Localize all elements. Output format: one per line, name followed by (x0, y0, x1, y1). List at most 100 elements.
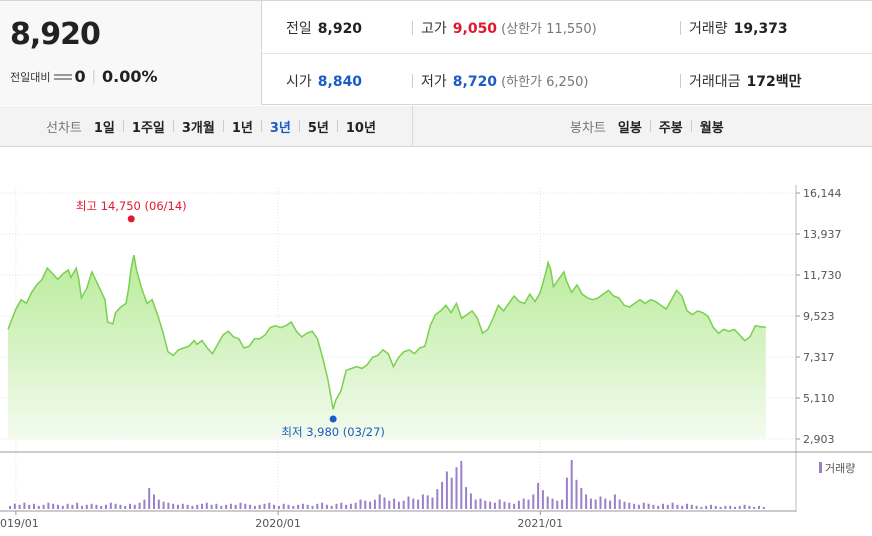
line-chart-tab-list: 1일 1주일 3개월 1년 3년 5년 10년 (94, 117, 376, 136)
volume-bar (220, 505, 223, 509)
volume-bar (13, 503, 16, 509)
volume-bar (469, 493, 472, 509)
low-stat: 저가 8,720 (하한가 6,250) (412, 71, 588, 91)
volume-bar (565, 477, 568, 509)
volume-bar (724, 505, 727, 509)
volume-bar (282, 503, 285, 509)
volume-bar (95, 504, 98, 509)
volume-bar (436, 489, 439, 509)
line-chart-label: 선차트 (46, 120, 82, 136)
candle-chart-tab-list: 일봉 주봉 월봉 (618, 117, 724, 136)
amount-label: 거래대금 (689, 74, 741, 90)
divider (172, 120, 174, 132)
volume-bar (460, 461, 463, 509)
volume-bar (700, 506, 703, 509)
volume-bar (613, 494, 616, 509)
volume-bar (719, 506, 722, 509)
y-tick-label: 7,317 (803, 351, 835, 364)
volume-bar (743, 504, 746, 509)
volume-bar (181, 503, 184, 509)
min-annotation: 최저 3,980 (03/27) (281, 425, 385, 439)
tab-line-5[interactable]: 5년 (307, 120, 329, 136)
x-axis: 2019/01 2020/01 2021/01 (0, 511, 563, 530)
volume-bar (450, 477, 453, 509)
volume-bar (681, 505, 684, 509)
volume-label: 거래량 (689, 21, 728, 37)
tab-candle-0[interactable]: 일봉 (617, 120, 642, 136)
volume-bar (153, 494, 155, 509)
open-stat: 시가 8,840 (286, 71, 362, 91)
volume-bar (556, 500, 559, 509)
volume-bar (753, 506, 756, 509)
volume-bar (589, 498, 592, 509)
volume-bar (196, 504, 199, 509)
volume-bar (157, 499, 160, 509)
volume-bar (143, 499, 146, 509)
volume-bar (671, 502, 674, 509)
volume-bar (66, 503, 69, 509)
volume-bar (652, 504, 655, 509)
tab-line-4[interactable]: 3년 (269, 120, 291, 136)
volume-bar (426, 495, 429, 509)
volume-bar (335, 503, 338, 509)
tab-candle-1[interactable]: 주봉 (658, 120, 683, 136)
volume-bar (455, 467, 458, 509)
volume-bar (133, 504, 136, 509)
volume-bar (378, 494, 381, 509)
volume-bar (503, 501, 506, 509)
divider (649, 120, 651, 132)
volume-bar (364, 500, 367, 509)
volume-bar (244, 503, 247, 509)
volume-bar (441, 481, 444, 509)
volume-bar (532, 494, 535, 509)
volume-bar (575, 479, 578, 509)
flat-icon (54, 73, 73, 80)
volume-bar (628, 502, 631, 509)
tab-line-1[interactable]: 1주일 (131, 120, 165, 136)
volume-bar (239, 502, 242, 509)
volume-bar (445, 471, 448, 509)
volume-bar (662, 503, 664, 509)
volume-bar (493, 502, 496, 509)
y-tick-label: 11,730 (803, 269, 842, 282)
volume-bar (686, 503, 688, 509)
change-row: 전일대비 0 | 0.00% (10, 67, 158, 86)
tab-line-0[interactable]: 1일 (93, 120, 115, 136)
volume-bar (474, 499, 477, 509)
volume-bar (407, 496, 410, 509)
x-tick-label: 2019/01 (0, 517, 39, 530)
volume-bar (705, 505, 708, 509)
tab-candle-2[interactable]: 월봉 (699, 120, 724, 136)
divider (122, 120, 124, 132)
volume-bar (695, 505, 698, 509)
divider (680, 21, 681, 35)
volume-bar (393, 498, 396, 509)
volume-bar (412, 498, 415, 509)
volume-bar (325, 504, 328, 509)
line-chart-tabs: 선차트 1일 1주일 3개월 1년 3년 5년 10년 (46, 106, 376, 146)
volume-bar (421, 494, 424, 509)
volume-bar (417, 499, 420, 509)
volume-bar (431, 497, 434, 509)
tab-line-3[interactable]: 1년 (231, 120, 253, 136)
x-tick-label: 2021/01 (517, 517, 563, 530)
volume-bar (513, 503, 516, 509)
volume-bars (9, 460, 765, 509)
volume-bar (340, 502, 343, 509)
volume-bar (397, 501, 400, 509)
amount-unit: 백만 (775, 74, 802, 90)
tab-line-2[interactable]: 3개월 (181, 120, 215, 136)
high-label: 고가 (421, 21, 447, 37)
volume-stat: 거래량 19,373 (680, 18, 788, 38)
y-tick-label: 16,144 (803, 187, 842, 200)
current-price-box: 8,920 전일대비 0 | 0.00% (0, 1, 262, 105)
volume-bar (748, 505, 751, 509)
volume-bar (498, 499, 501, 509)
divider (262, 53, 872, 54)
volume-value: 19,373 (733, 21, 788, 37)
volume-bar (292, 505, 295, 509)
volume-bar (373, 499, 376, 509)
tab-line-6[interactable]: 10년 (345, 120, 376, 136)
volume-bar (124, 505, 127, 509)
